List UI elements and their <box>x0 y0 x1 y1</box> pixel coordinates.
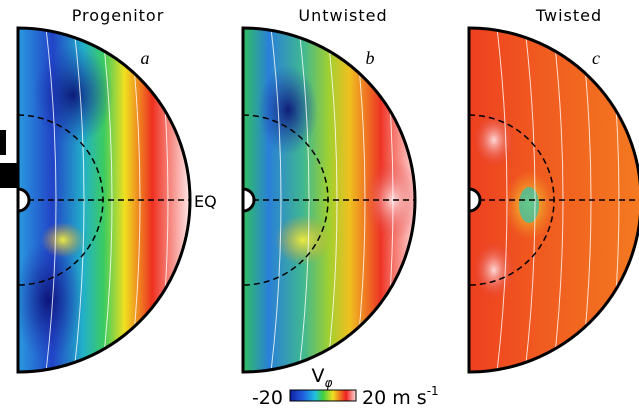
panel-letter: a <box>141 48 150 68</box>
blob <box>41 222 85 258</box>
colorbar-bar <box>290 390 356 401</box>
panel-title: Twisted <box>535 6 602 25</box>
panel: Twisted c <box>469 6 639 372</box>
blob <box>258 65 318 155</box>
colorbar-label: Vφ <box>312 365 333 390</box>
blob <box>519 187 539 223</box>
blob <box>472 112 516 168</box>
panel: Progenitor a <box>13 6 190 372</box>
colorbar-max-unit: 20 m s-1 <box>362 384 439 409</box>
blob <box>472 240 516 300</box>
panel-letter: b <box>366 48 375 68</box>
core <box>469 189 480 211</box>
panel-title: Progenitor <box>72 6 165 25</box>
eq-label: EQ <box>194 192 217 211</box>
edge-mark <box>0 130 6 155</box>
panels: Progenitor a Untwisted b Twisted c EQ <box>13 6 639 372</box>
colorbar: Vφ -20 20 m s-1 <box>252 365 439 409</box>
blob <box>275 215 331 265</box>
panel-title: Untwisted <box>298 6 387 25</box>
panel: Untwisted b <box>243 6 423 372</box>
blob <box>33 45 113 145</box>
panel-letter: c <box>592 48 600 68</box>
figure: Progenitor a Untwisted b Twisted c EQ Vφ -20 2… <box>0 0 639 413</box>
edge-mark <box>0 163 18 188</box>
core <box>18 189 29 211</box>
colorbar-min: -20 <box>252 387 283 409</box>
blob <box>13 240 83 360</box>
core <box>243 189 254 211</box>
